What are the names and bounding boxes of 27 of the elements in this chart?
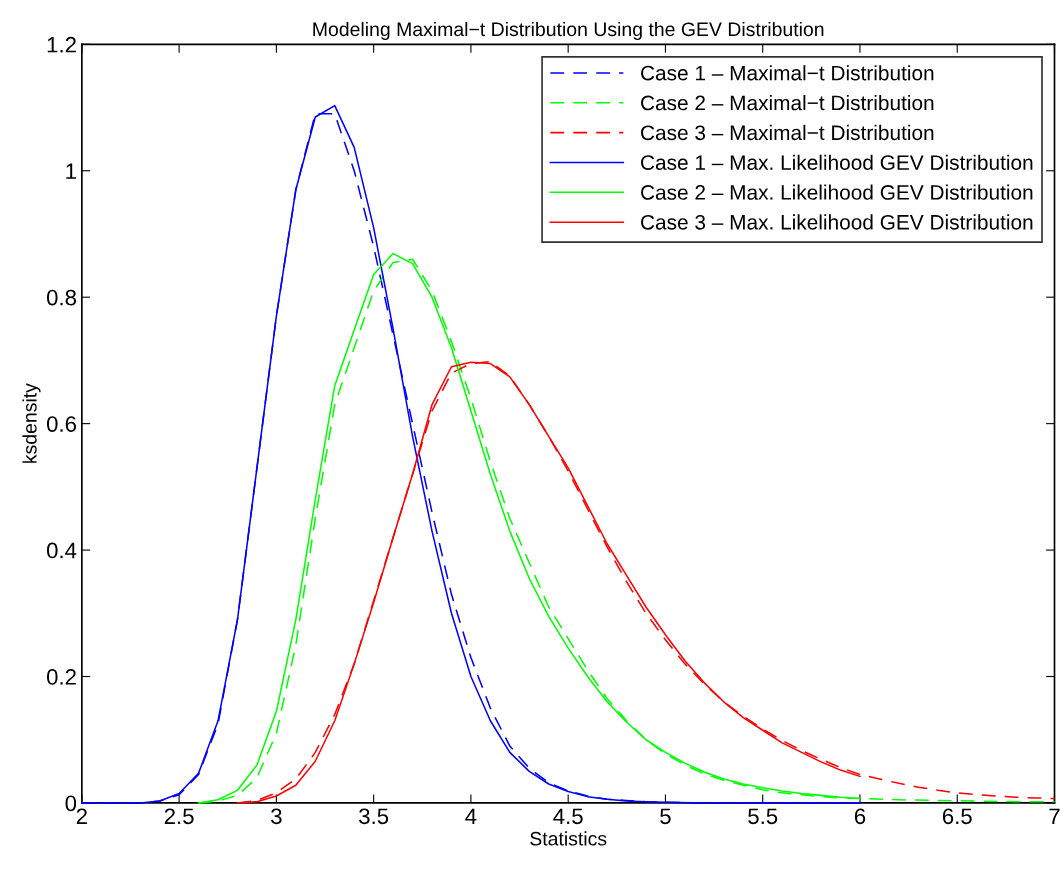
x-tick-label: 3.5 (359, 808, 389, 825)
y-tick-label: 0.8 (46, 289, 77, 306)
y-axis-title: ksdensity (22, 383, 41, 463)
x-tick-label: 2 (76, 808, 87, 824)
chart-title: Modeling Maximal−t Distribution Using the GEV Distribution (313, 21, 824, 41)
x-tick-label: 7 (1049, 808, 1060, 824)
x-tick-label: 6 (854, 808, 866, 825)
x-axis-title: Statistics (530, 831, 607, 846)
x-tick-label: 5.5 (748, 808, 778, 825)
legend-label: Case 2 – Maximal−t Distribution (641, 94, 934, 111)
legend-label: Case 2 – Max. Likelihood GEV Distribution (641, 184, 1033, 200)
legend-label: Case 3 – Max. Likelihood GEV Distribution (641, 214, 1033, 230)
x-tick-label: 5 (660, 808, 671, 825)
y-tick-label: 0.2 (46, 669, 76, 685)
legend-label: Case 1 – Maximal−t Distribution (641, 65, 934, 81)
x-tick-label: 6.5 (942, 808, 972, 825)
x-tick-label: 2.5 (164, 808, 194, 825)
y-tick-label: 0.6 (46, 416, 77, 432)
y-tick-label: 1 (66, 163, 76, 179)
x-tick-label: 4 (465, 808, 477, 824)
x-tick-label: 4.5 (553, 808, 583, 825)
y-tick-label: 0.4 (46, 542, 77, 559)
y-tick-label: 0 (65, 795, 77, 812)
legend-label: Case 3 – Maximal−t Distribution (641, 124, 934, 141)
x-tick-label: 3 (271, 808, 282, 825)
legend-label: Case 1 – Max. Likelihood GEV Distribution (641, 154, 1033, 170)
y-tick-label: 1.2 (47, 36, 76, 53)
